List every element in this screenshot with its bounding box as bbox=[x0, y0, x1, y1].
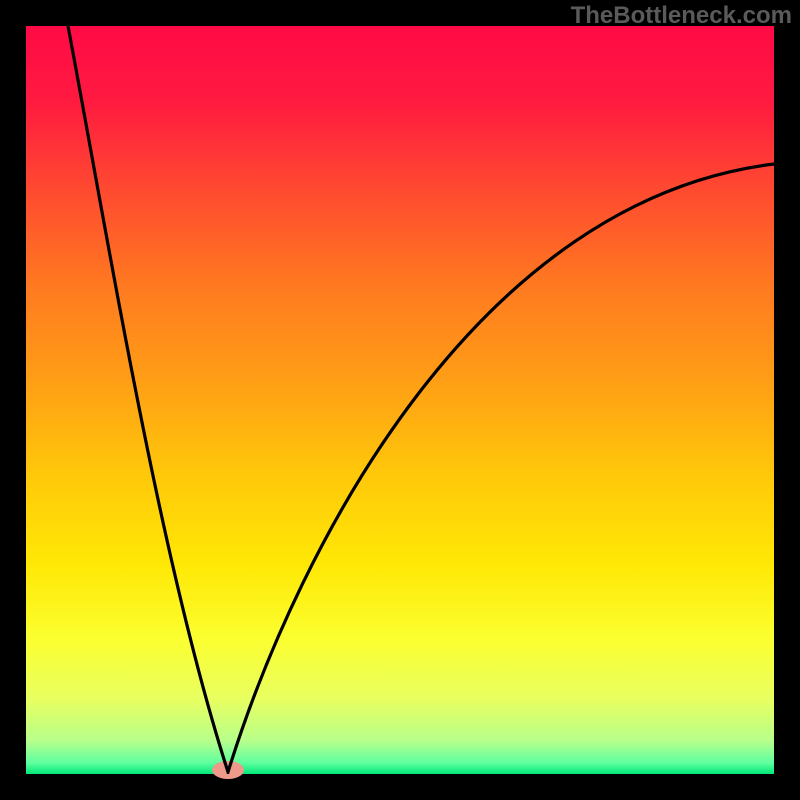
chart-container: { "watermark": { "text": "TheBottleneck.… bbox=[0, 0, 800, 800]
bottleneck-chart bbox=[0, 0, 800, 800]
